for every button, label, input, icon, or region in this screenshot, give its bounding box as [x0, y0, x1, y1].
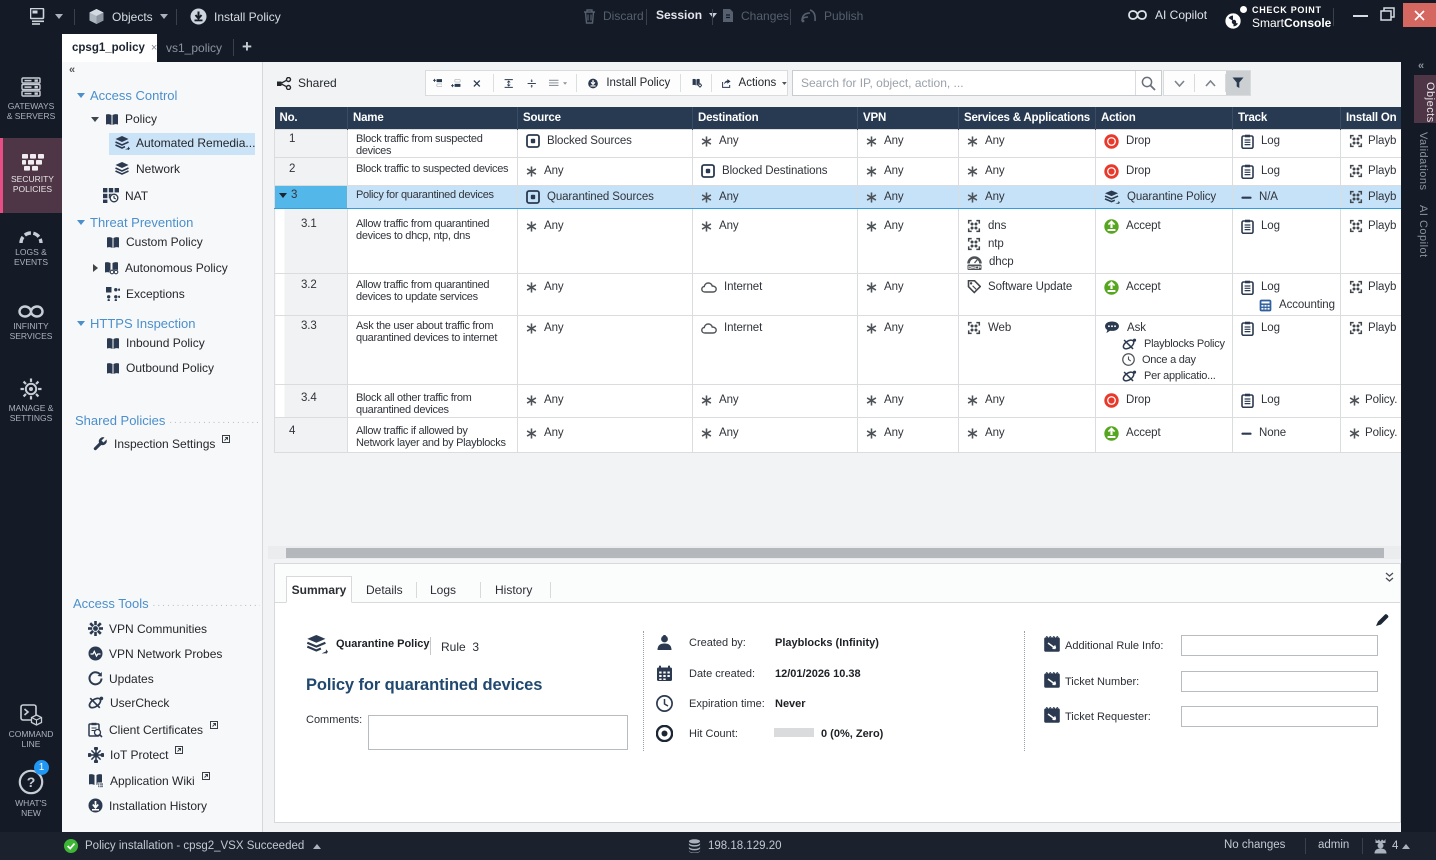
svg-text:?: ? [27, 774, 36, 790]
